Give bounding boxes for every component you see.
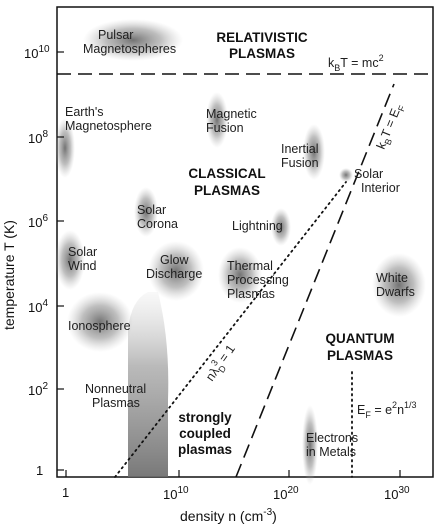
quantum-label: QUANTUM PLASMAS — [326, 331, 395, 363]
plot-frame — [56, 6, 434, 478]
solar-interior-region — [339, 168, 353, 182]
earth-magnetosphere-region — [55, 118, 75, 178]
y-tick-label: 1010 — [24, 44, 50, 61]
fermi-energy-formula: EF = e2n1/3 — [357, 400, 417, 420]
earth-magnetosphere-label: Earth's Magnetosphere — [65, 105, 152, 133]
x-tick-label: 1030 — [384, 485, 410, 502]
relativistic-label: RELATIVISTIC PLASMAS — [216, 30, 308, 61]
inertial-fusion-region — [303, 124, 325, 180]
solar-corona-label: Solar Corona — [137, 203, 178, 231]
solar-interior-label: Solar Interior — [354, 167, 400, 195]
y-axis: 1 102 104 106 108 1010 temperature T (K) — [1, 44, 64, 478]
white-dwarfs-label: White Dwarfs — [376, 271, 415, 299]
ionosphere-region — [67, 292, 133, 352]
x-axis-title: density n (cm-3) — [180, 507, 277, 524]
x-tick-label: 1 — [62, 485, 69, 500]
electrons-in-metals-label: Electrons in Metals — [306, 431, 358, 459]
electrons-in-metals-region — [302, 405, 318, 485]
pulsar-region — [83, 19, 183, 61]
glow-discharge-region — [148, 241, 204, 301]
lightning-region — [271, 208, 291, 246]
y-tick-label: 1 — [36, 463, 43, 478]
x-tick-label: 1020 — [273, 485, 299, 502]
y-tick-label: 108 — [28, 129, 48, 146]
y-tick-label: 106 — [28, 213, 48, 230]
nonneutral-region — [128, 292, 169, 477]
solar-corona-region — [134, 187, 158, 237]
coupling-line — [114, 181, 347, 478]
nonneutral-label: Nonneutral Plasmas — [85, 382, 146, 410]
solar-wind-label: Solar Wind — [68, 245, 97, 273]
y-tick-label: 102 — [28, 381, 48, 398]
fermi-temperature-formula: kBT = EF — [374, 101, 408, 152]
x-tick-label: 1010 — [163, 485, 189, 502]
y-axis-title: temperature T (K) — [1, 220, 17, 330]
white-dwarfs-region — [372, 253, 426, 317]
fermi-temperature-line — [235, 83, 395, 478]
magnetic-fusion-region — [206, 92, 228, 148]
plasma-regions — [55, 19, 426, 485]
magnetic-fusion-label: Magnetic Fusion — [206, 107, 257, 135]
thermal-processing-region — [218, 247, 262, 303]
thermal-processing-label: Thermal Processing Plasmas — [227, 259, 289, 301]
pulsar-label: Pulsar Magnetospheres — [83, 28, 176, 56]
lightning-label: Lightning — [232, 219, 283, 233]
coupling-formula: nλD3 = 1 — [201, 340, 241, 385]
ionosphere-label: Ionosphere — [68, 319, 131, 333]
solar-wind-region — [55, 230, 85, 290]
classical-label: CLASSICAL PLASMAS — [188, 166, 265, 198]
x-axis: 1 1010 1020 1030 density n (cm-3) — [62, 470, 410, 524]
strongly-coupled-label: strongly coupled plasmas — [178, 410, 232, 457]
inertial-fusion-label: Inertial Fusion — [281, 142, 319, 170]
rest-mass-formula: kBT = mc2 — [328, 53, 384, 73]
y-tick-label: 104 — [28, 298, 48, 315]
glow-discharge-label: Glow Discharge — [146, 253, 202, 281]
